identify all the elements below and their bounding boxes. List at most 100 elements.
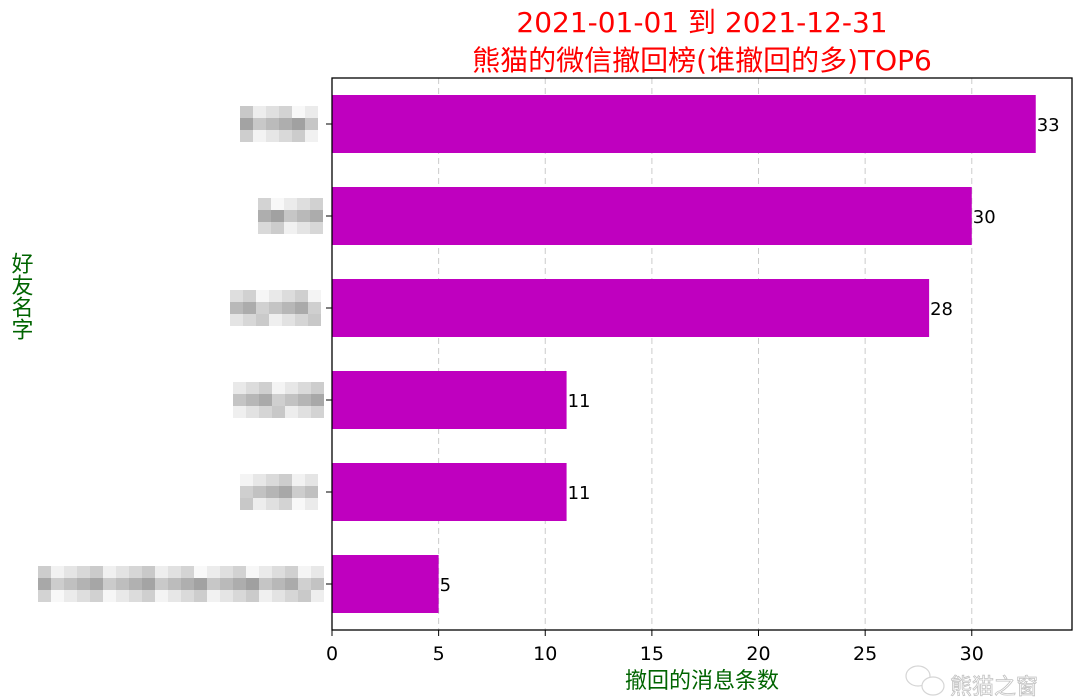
pixel-block [90, 590, 103, 602]
pixel-block [253, 498, 266, 510]
pixel-block [266, 486, 279, 498]
pixel-block [155, 578, 168, 590]
pixel-block [272, 566, 285, 578]
pixel-block [297, 198, 310, 210]
pixel-block [308, 290, 321, 302]
pixel-block [305, 486, 318, 498]
x-tick-label: 0 [326, 643, 338, 665]
pixel-block [279, 106, 292, 118]
pixel-block [51, 590, 64, 602]
pixel-block [282, 302, 295, 314]
pixel-block [256, 302, 269, 314]
pixel-block [168, 590, 181, 602]
pixel-block [246, 382, 259, 394]
pixel-block [310, 222, 323, 234]
data-label: 11 [568, 391, 591, 412]
pixel-block [256, 314, 269, 326]
bar [332, 555, 439, 613]
pixel-block [38, 566, 51, 578]
y-tick-label-pixelated [38, 566, 324, 602]
y-tick-label-pixelated [240, 106, 318, 142]
pixel-block [233, 578, 246, 590]
pixel-block [253, 130, 266, 142]
pixel-block [116, 566, 129, 578]
pixel-block [233, 406, 246, 418]
pixel-block [272, 590, 285, 602]
pixel-block [220, 578, 233, 590]
pixel-block [168, 566, 181, 578]
pixel-block [207, 590, 220, 602]
pixel-block [292, 106, 305, 118]
pixel-block [311, 382, 324, 394]
pixel-block [266, 130, 279, 142]
pixel-block [142, 578, 155, 590]
pixel-block [129, 566, 142, 578]
pixel-block [129, 590, 142, 602]
pixel-block [194, 566, 207, 578]
pixel-block [308, 314, 321, 326]
bar [332, 187, 972, 245]
pixel-block [64, 566, 77, 578]
pixel-block [311, 394, 324, 406]
x-tick-label: 15 [640, 643, 664, 665]
pixel-block [259, 382, 272, 394]
pixel-block [305, 498, 318, 510]
pixel-block [233, 590, 246, 602]
pixel-block [155, 590, 168, 602]
pixel-block [266, 106, 279, 118]
y-tick-label-pixelated [240, 474, 318, 510]
pixel-block [181, 590, 194, 602]
pixel-block [103, 566, 116, 578]
pixel-block [246, 394, 259, 406]
data-label: 30 [973, 207, 996, 228]
pixel-block [295, 302, 308, 314]
chart-title-line2: 熊猫的微信撤回榜(谁撤回的多)TOP6 [472, 44, 932, 77]
pixel-block [269, 290, 282, 302]
wechat-icon [905, 665, 945, 696]
pixel-block [266, 474, 279, 486]
pixel-block [272, 406, 285, 418]
pixel-block [77, 590, 90, 602]
pixel-block [246, 566, 259, 578]
pixel-block [246, 590, 259, 602]
pixel-block [207, 578, 220, 590]
pixel-block [233, 566, 246, 578]
pixel-block [298, 578, 311, 590]
pixel-block [38, 590, 51, 602]
plot-frame [331, 77, 1073, 631]
pixel-block [297, 210, 310, 222]
pixel-block [240, 130, 253, 142]
x-tick-label: 5 [433, 643, 445, 665]
pixel-block [155, 566, 168, 578]
pixel-block [285, 394, 298, 406]
pixel-block [292, 486, 305, 498]
pixel-block [271, 222, 284, 234]
pixel-block [246, 406, 259, 418]
data-label: 33 [1037, 115, 1060, 136]
pixel-block [240, 474, 253, 486]
pixel-block [311, 406, 324, 418]
bar [332, 279, 930, 337]
pixel-block [272, 578, 285, 590]
pixel-block [284, 210, 297, 222]
pixel-block [194, 590, 207, 602]
pixel-block [269, 314, 282, 326]
pixel-block [259, 406, 272, 418]
pixel-block [282, 314, 295, 326]
pixel-block [181, 566, 194, 578]
pixel-block [230, 290, 243, 302]
pixel-block [51, 566, 64, 578]
pixel-block [305, 130, 318, 142]
pixel-block [285, 382, 298, 394]
x-axis-label: 撤回的消息条数 [625, 669, 779, 694]
pixel-block [279, 474, 292, 486]
x-tick-label: 30 [960, 643, 984, 665]
pixel-block [259, 394, 272, 406]
pixel-block [240, 106, 253, 118]
x-tick-label: 20 [746, 643, 770, 665]
pixel-block [38, 578, 51, 590]
pixel-block [295, 314, 308, 326]
pixel-block [64, 578, 77, 590]
